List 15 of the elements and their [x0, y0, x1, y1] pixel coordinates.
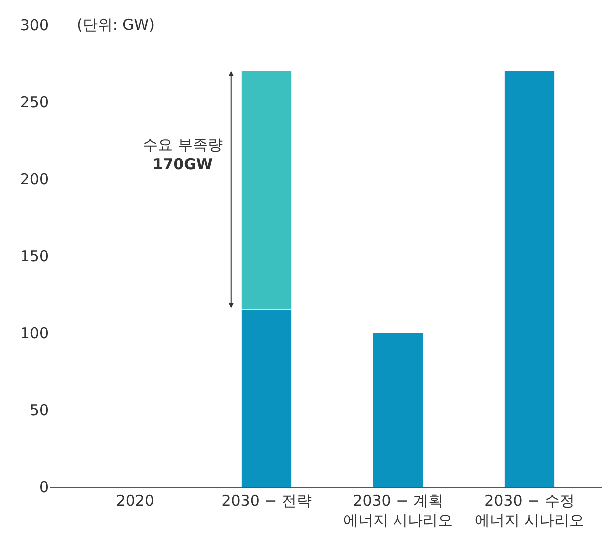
y-tick-label: 100 [20, 324, 49, 342]
y-tick-label: 300 [20, 16, 49, 34]
bar [373, 332, 424, 487]
y-axis-title: (단위: GW) [77, 16, 155, 34]
y-tick-label: 50 [30, 401, 49, 420]
x-tick-label: 2030 − 계획 에너지 시나리오 [343, 492, 454, 530]
x-tick-label: 2030 − 수정 에너지 시나리오 [474, 492, 585, 530]
y-tick-label: 0 [39, 478, 49, 496]
y-tick-label: 150 [20, 247, 49, 266]
bar [504, 70, 555, 487]
annotation: 수요 부족량 170GW [143, 136, 223, 174]
y-tick-label: 250 [20, 93, 49, 112]
x-tick-label: 2030 − 전략 [222, 492, 312, 510]
x-tick-label: 2020 [116, 492, 155, 510]
y-tick-label: 200 [20, 170, 49, 188]
